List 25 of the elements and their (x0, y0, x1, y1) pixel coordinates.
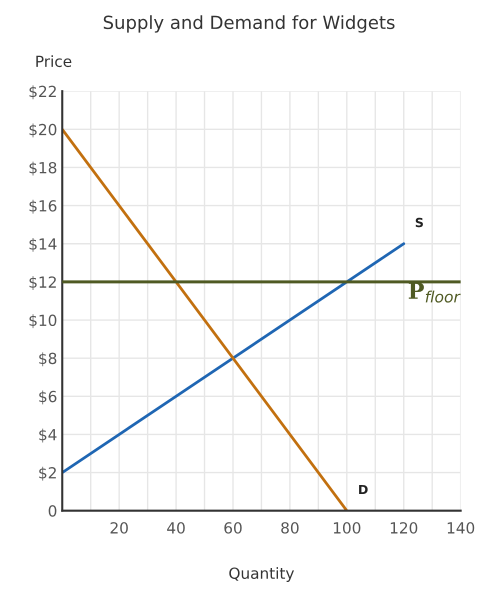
y-tick-label: $14 (29, 238, 57, 252)
x-tick-label: 100 (334, 522, 360, 534)
y-tick-label: $6 (39, 390, 56, 404)
y-tick-label: $4 (39, 428, 57, 442)
x-tick-label: 80 (281, 522, 299, 534)
x-tick-label: 60 (224, 522, 242, 534)
y-tick-label: $20 (29, 124, 56, 138)
y-tick-label: $12 (29, 276, 56, 290)
x-tick-label: 140 (448, 522, 474, 534)
series-label: D (359, 484, 368, 494)
x-tick-label: 20 (110, 522, 128, 534)
y-axis-title: Price (36, 55, 72, 68)
x-axis-title: Quantity (229, 567, 294, 582)
x-tick-label: 40 (167, 522, 185, 534)
ref-line-label: P$_{floor}$ (408, 282, 461, 303)
y-tick-label: $18 (29, 162, 56, 176)
y-tick-label: 0 (48, 505, 56, 517)
y-tick-label: $22 (29, 85, 56, 100)
y-tick-label: $10 (29, 314, 56, 328)
y-tick-label: $2 (39, 466, 56, 481)
series-label: S (416, 218, 423, 228)
chart-title: Supply and Demand for Widgets (104, 15, 395, 33)
x-tick-label: 120 (390, 522, 418, 534)
y-tick-label: $8 (39, 352, 56, 366)
y-tick-label: $16 (29, 200, 56, 214)
